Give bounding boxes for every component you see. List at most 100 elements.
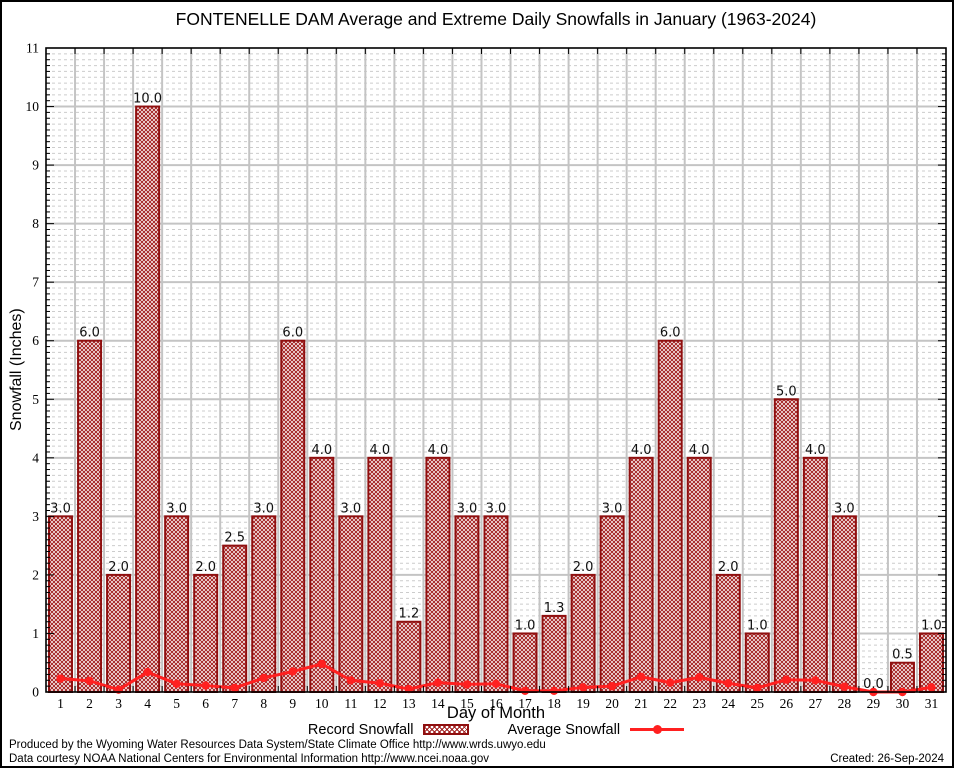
average-dot-day-27 bbox=[811, 676, 820, 685]
average-dot-day-11 bbox=[346, 676, 356, 685]
bar-day-19 bbox=[570, 573, 596, 694]
x-tick-label: 16 bbox=[489, 696, 503, 711]
bar-day-8 bbox=[251, 515, 277, 694]
bar-value-label: 2.0 bbox=[195, 560, 216, 575]
y-tick-label: 9 bbox=[32, 158, 39, 173]
average-dot-day-28 bbox=[840, 682, 849, 691]
y-tick-label: 0 bbox=[32, 685, 39, 700]
average-dot-day-5 bbox=[172, 679, 181, 689]
y-tick-label: 11 bbox=[26, 41, 39, 56]
average-dot-day-24 bbox=[724, 679, 733, 688]
average-dot-day-7 bbox=[230, 683, 239, 693]
y-tick-label: 4 bbox=[32, 450, 39, 465]
average-dot-day-18 bbox=[549, 686, 559, 696]
x-tick-label: 31 bbox=[925, 696, 939, 711]
x-tick-label: 3 bbox=[115, 696, 122, 711]
average-dot-day-13 bbox=[404, 684, 414, 694]
x-tick-label: 17 bbox=[518, 696, 532, 711]
bar-day-15 bbox=[454, 515, 480, 694]
average-dot-day-6 bbox=[201, 681, 210, 690]
x-tick-label: 4 bbox=[144, 696, 151, 711]
footer-created-date: Created: 26-Sep-2024 bbox=[830, 753, 944, 765]
average-dot-day-16 bbox=[491, 679, 501, 689]
bar-value-label: 4.0 bbox=[631, 443, 652, 458]
footer-produced-by: Produced by the Wyoming Water Resources … bbox=[9, 739, 546, 751]
legend: Record Snowfall Average Snowfall bbox=[46, 721, 946, 738]
y-tick-label: 10 bbox=[26, 99, 40, 114]
bar-day-6 bbox=[193, 573, 219, 694]
average-dot-day-21 bbox=[636, 672, 646, 681]
average-dot-day-26 bbox=[782, 675, 791, 684]
average-dot-day-20 bbox=[607, 681, 617, 691]
bar-value-label: 2.0 bbox=[108, 560, 129, 575]
average-dot-day-17 bbox=[520, 686, 530, 696]
bar-day-27 bbox=[802, 456, 828, 693]
x-tick-label: 30 bbox=[896, 696, 910, 711]
bar-value-label: 4.0 bbox=[311, 443, 332, 458]
average-dot-day-12 bbox=[375, 679, 385, 688]
y-tick-label: 2 bbox=[32, 567, 39, 582]
y-tick-label: 8 bbox=[32, 216, 39, 231]
x-tick-label: 1 bbox=[57, 696, 64, 711]
x-tick-label: 13 bbox=[402, 696, 416, 711]
bar-day-26 bbox=[773, 398, 799, 693]
average-dot-day-4 bbox=[143, 667, 152, 677]
bar-value-label: 3.0 bbox=[50, 501, 71, 516]
y-tick-label: 1 bbox=[32, 626, 39, 641]
average-dot-day-31 bbox=[927, 683, 936, 692]
x-tick-label: 28 bbox=[838, 696, 852, 711]
bar-day-12 bbox=[367, 456, 393, 693]
y-axis-title: Snowfall (Inches) bbox=[8, 308, 25, 432]
x-tick-label: 26 bbox=[780, 696, 794, 711]
x-axis-title: Day of Month bbox=[446, 704, 546, 722]
bar-value-label: 2.0 bbox=[573, 560, 594, 575]
legend-item-record: Record Snowfall bbox=[308, 722, 470, 738]
bar-day-22 bbox=[657, 339, 683, 693]
bar-value-label: 0.5 bbox=[892, 648, 913, 663]
x-tick-label: 22 bbox=[663, 696, 677, 711]
bar-value-label: 3.0 bbox=[457, 501, 478, 516]
bar-value-label: 3.0 bbox=[166, 501, 187, 516]
average-dot-day-25 bbox=[753, 683, 762, 693]
average-dot-day-22 bbox=[665, 678, 675, 687]
bar-day-11 bbox=[338, 515, 364, 694]
x-tick-label: 20 bbox=[605, 696, 619, 711]
legend-item-average: Average Snowfall bbox=[507, 722, 685, 738]
bar-day-14 bbox=[425, 456, 451, 693]
x-tick-label: 10 bbox=[315, 696, 329, 711]
x-tick-label: 19 bbox=[576, 696, 590, 711]
chart-title: FONTENELLE DAM Average and Extreme Daily… bbox=[175, 9, 817, 29]
bar-day-4 bbox=[135, 105, 161, 693]
average-dot-day-19 bbox=[578, 683, 588, 692]
bar-value-label: 3.0 bbox=[602, 501, 623, 516]
bar-day-23 bbox=[686, 456, 712, 693]
bar-day-7 bbox=[222, 544, 248, 693]
legend-record-label: Record Snowfall bbox=[307, 721, 414, 738]
average-dot-day-2 bbox=[85, 676, 94, 686]
average-dot-day-8 bbox=[259, 673, 268, 683]
bar-value-label: 1.3 bbox=[544, 601, 565, 616]
average-dot-day-15 bbox=[462, 680, 472, 689]
bar-day-18 bbox=[541, 614, 567, 694]
y-tick-label: 3 bbox=[32, 509, 39, 524]
bar-value-label: 0.0 bbox=[863, 677, 884, 692]
x-tick-label: 29 bbox=[867, 696, 881, 711]
bar-day-3 bbox=[106, 573, 132, 694]
bar-day-24 bbox=[715, 573, 741, 694]
bar-day-28 bbox=[831, 515, 857, 694]
bar-value-label: 2.5 bbox=[224, 531, 245, 546]
y-tick-label: 7 bbox=[32, 275, 39, 290]
average-dot-day-10 bbox=[317, 659, 327, 669]
bar-value-label: 4.0 bbox=[805, 443, 826, 458]
x-tick-label: 15 bbox=[460, 696, 474, 711]
average-dot-day-23 bbox=[695, 673, 704, 682]
bar-value-label: 4.0 bbox=[428, 443, 449, 458]
x-tick-label: 8 bbox=[260, 696, 267, 711]
bar-value-label: 6.0 bbox=[79, 326, 100, 341]
footer-data-courtesy: Data courtesy NOAA National Centers for … bbox=[9, 753, 490, 765]
x-tick-label: 18 bbox=[547, 696, 561, 711]
x-tick-label: 24 bbox=[722, 696, 736, 711]
bar-day-21 bbox=[628, 456, 654, 693]
average-dot-day-9 bbox=[288, 667, 297, 676]
